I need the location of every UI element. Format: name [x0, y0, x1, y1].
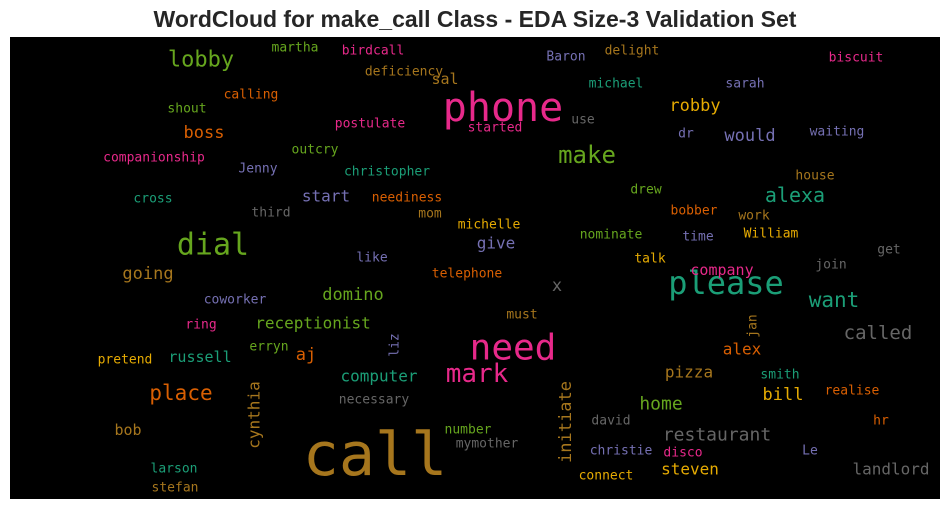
word-mom: mom [418, 207, 442, 222]
word-bob: bob [114, 421, 141, 439]
word-cross: cross [133, 192, 172, 207]
word-calling: calling [224, 88, 279, 103]
word-talk: talk [634, 252, 665, 267]
word-pretend: pretend [98, 353, 153, 368]
word-christie: christie [590, 444, 653, 459]
word-initiate: initiate [556, 381, 576, 463]
word-david: david [591, 414, 630, 429]
word-make: make [558, 141, 616, 169]
word-biscuit: biscuit [829, 51, 884, 66]
word-x: x [552, 276, 562, 296]
word-le: Le [802, 444, 818, 459]
word-must: must [506, 308, 537, 323]
word-domino: domino [322, 285, 383, 305]
word-receptionist: receptionist [255, 314, 371, 333]
word-smith: smith [760, 368, 799, 383]
word-give: give [477, 234, 516, 253]
word-stefan: stefan [152, 481, 199, 496]
word-start: start [302, 187, 350, 206]
word-liz: liz [388, 333, 403, 356]
word-call: call [303, 420, 448, 490]
word-cynthia: cynthia [245, 381, 264, 448]
word-christopher: christopher [344, 165, 430, 180]
word-alexa: alexa [765, 183, 825, 207]
word-mark: mark [446, 359, 509, 389]
word-would: would [724, 126, 775, 146]
word-necessary: necessary [339, 393, 410, 408]
word-russell: russell [168, 348, 231, 366]
word-place: place [149, 381, 212, 405]
word-lobby: lobby [168, 48, 234, 73]
word-michelle: michelle [458, 218, 521, 233]
word-outcry: outcry [292, 143, 339, 158]
word-jan: jan [746, 314, 761, 337]
word-company: company [690, 261, 753, 279]
word-use: use [571, 113, 595, 128]
word-sal: sal [431, 70, 458, 88]
word-realise: realise [825, 384, 880, 399]
word-drew: drew [630, 183, 661, 198]
word-cloud-svg: call phone need please dial mark make lobby plac… [98, 41, 930, 496]
word-called: called [844, 322, 913, 344]
word-william: William [744, 227, 799, 242]
word-time: time [682, 230, 713, 245]
word-need: need [470, 328, 557, 369]
word-larson: larson [151, 462, 198, 477]
word-dial: dial [177, 228, 249, 263]
word-number: number [445, 423, 492, 438]
word-nominate: nominate [580, 228, 643, 243]
word-michael: michael [589, 77, 644, 92]
word-sarah: sarah [725, 77, 764, 92]
word-telephone: telephone [432, 267, 503, 282]
word-alex: alex [723, 340, 762, 359]
word-waiting: waiting [810, 125, 865, 140]
word-hr: hr [873, 414, 889, 429]
word-postulate: postulate [335, 117, 406, 132]
word-pizza: pizza [665, 363, 713, 382]
word-steven: steven [661, 460, 719, 479]
word-companionship: companionship [103, 151, 205, 166]
word-shout: shout [167, 102, 206, 117]
word-third: third [251, 206, 290, 221]
word-martha: martha [272, 41, 319, 56]
word-mymother: mymother [456, 437, 519, 452]
word-boss: boss [184, 123, 225, 143]
word-connect: connect [579, 469, 634, 484]
word-work: work [738, 209, 769, 224]
word-bill: bill [763, 385, 804, 405]
word-jenny: Jenny [238, 162, 277, 177]
chart-title: WordCloud for make_call Class - EDA Size… [153, 6, 797, 32]
word-landlord: landlord [852, 460, 929, 479]
word-disco: disco [663, 446, 702, 461]
word-computer: computer [340, 367, 417, 386]
word-birdcall: birdcall [342, 44, 405, 59]
word-dr: dr [678, 127, 694, 142]
word-like: like [356, 251, 387, 266]
word-want: want [809, 288, 860, 312]
word-aj: aj [296, 345, 316, 365]
word-bobber: bobber [671, 204, 718, 219]
word-phone: phone [443, 85, 563, 131]
word-join: join [815, 258, 846, 273]
word-home: home [639, 394, 682, 415]
word-started: started [468, 121, 523, 136]
word-baron: Baron [546, 50, 585, 65]
word-please: please [668, 264, 784, 302]
word-going: going [122, 264, 173, 284]
word-coworker: coworker [204, 293, 267, 308]
word-house: house [795, 169, 834, 184]
word-ring: ring [185, 318, 216, 333]
word-cloud-canvas: call phone need please dial mark make lobby plac… [10, 37, 940, 499]
word-neediness: neediness [372, 191, 442, 206]
word-robby: robby [669, 96, 720, 116]
word-get: get [877, 243, 900, 258]
word-delight: delight [605, 44, 660, 59]
word-deficiency: deficiency [365, 65, 443, 80]
word-erryn: erryn [249, 340, 288, 355]
word-restaurant: restaurant [663, 425, 771, 446]
